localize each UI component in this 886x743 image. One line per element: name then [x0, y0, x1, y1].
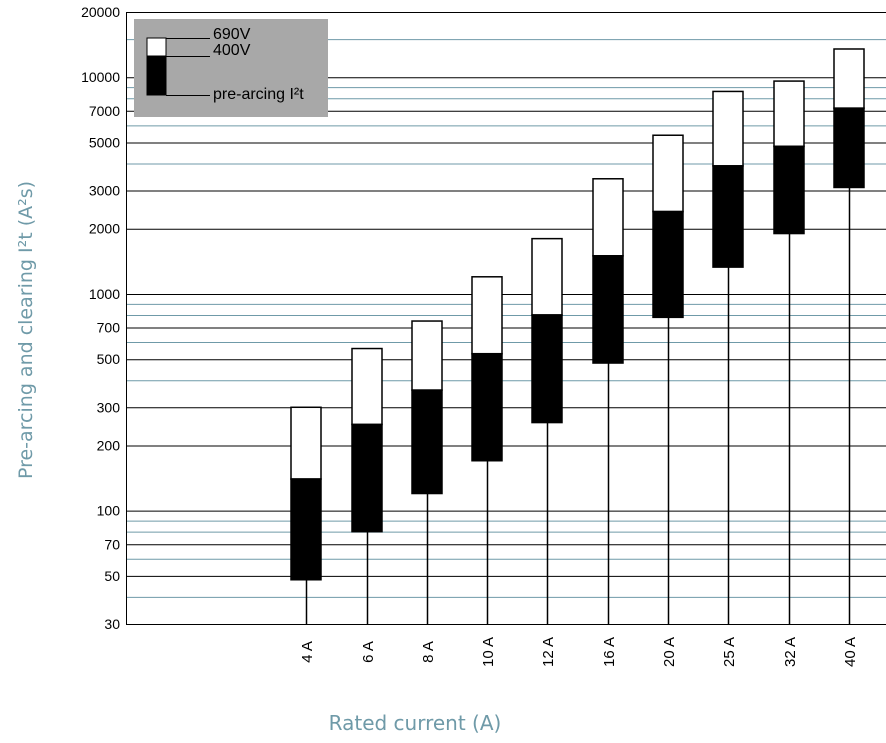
bar-pre-arcing [290, 478, 322, 581]
bar-690v [773, 80, 805, 148]
bar-pre-arcing [833, 107, 865, 189]
bar-pre-arcing [652, 210, 684, 319]
x-tick-label: 40 A [842, 637, 859, 667]
y-tick-label: 30 [104, 616, 120, 632]
legend-label: 690V [213, 26, 251, 43]
x-tick-label: 16 A [601, 637, 618, 667]
bar-690v [833, 48, 865, 109]
x-tick-label: 10 A [480, 637, 497, 667]
y-tick-label: 7000 [89, 103, 120, 119]
bar-690v [592, 178, 624, 257]
bar-pre-arcing [712, 165, 744, 268]
y-tick-label: 20000 [81, 4, 120, 20]
y-tick-label: 300 [97, 399, 121, 415]
bar-pre-arcing [351, 423, 383, 533]
range-bars [290, 48, 865, 624]
legend-swatch-pre-arcing [146, 55, 167, 96]
y-tick-label: 100 [97, 503, 121, 519]
y-tick-label: 10000 [81, 69, 120, 85]
gridlines [126, 12, 886, 625]
y-tick-label: 500 [97, 351, 121, 367]
x-tick-label: 32 A [782, 637, 799, 667]
x-tick-label: 20 A [661, 637, 678, 667]
x-tick-labels: 4 A 6 A 8 A 10 A 12 A 16 A 20 A 25 A 32 A 40 A [299, 637, 859, 667]
legend-label: 400V [213, 42, 251, 59]
y-tick-label: 700 [97, 320, 121, 336]
x-axis-label: Rated current (A) [328, 711, 502, 735]
bar-690v [531, 237, 563, 316]
y-tick-label: 50 [104, 568, 120, 584]
bar-pre-arcing [531, 314, 563, 424]
bar-690v [712, 90, 744, 167]
y-tick-label: 1000 [89, 286, 120, 302]
x-tick-label: 6 A [360, 641, 377, 663]
bar-690v [411, 320, 443, 391]
y-tick-label: 2000 [89, 221, 120, 237]
y-tick-label: 3000 [89, 183, 120, 199]
bar-690v [652, 134, 684, 213]
y-tick-label: 5000 [89, 134, 120, 150]
bar-pre-arcing [773, 145, 805, 235]
y-tick-label: 70 [104, 536, 120, 552]
y-tick-labels: 30 50 70 100 200 300 500 700 1000 2000 3000 5000 700… [81, 4, 120, 632]
bar-pre-arcing [411, 389, 443, 495]
bar-pre-arcing [471, 352, 503, 462]
x-tick-label: 12 A [540, 637, 557, 667]
x-tick-label: 25 A [721, 637, 738, 667]
bar-690v [290, 406, 322, 480]
legend-swatch-690v [146, 37, 167, 57]
x-tick-label: 4 A [299, 641, 316, 663]
x-axis-label-wrap: Rated current (A) [0, 711, 886, 735]
y-tick-label: 200 [97, 437, 121, 453]
x-tick-label: 8 A [420, 641, 437, 663]
y-axis-label: Pre-arcing and clearing I²t (A²s) [15, 180, 37, 480]
legend-label: pre-arcing I²t [213, 86, 304, 103]
bar-690v [351, 347, 383, 426]
bar-pre-arcing [592, 255, 624, 364]
bar-690v [471, 276, 503, 355]
